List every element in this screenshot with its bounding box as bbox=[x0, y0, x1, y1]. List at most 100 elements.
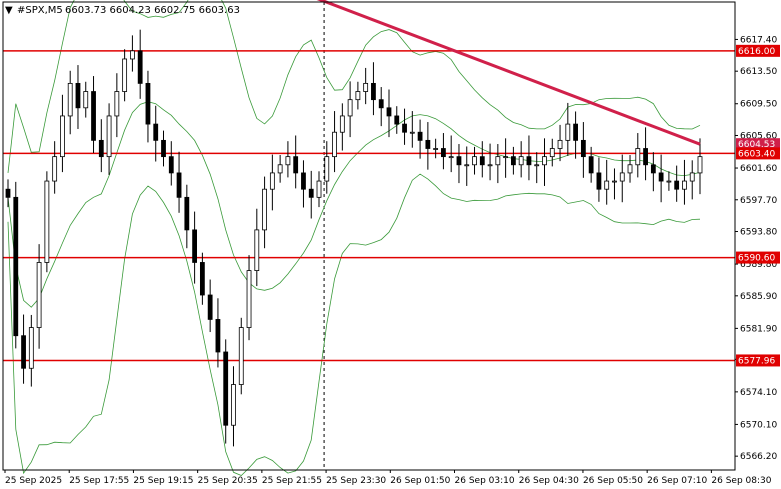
candle-body bbox=[347, 99, 353, 117]
x-tick-label: 25 Sep 2025 bbox=[5, 476, 62, 486]
y-tick-label: 6581.90 bbox=[740, 324, 777, 334]
x-tick-label: 26 Sep 08:30 bbox=[711, 476, 771, 486]
y-tick-label: 6609.50 bbox=[740, 100, 777, 110]
candle-body bbox=[98, 139, 104, 158]
candle-body bbox=[254, 229, 260, 271]
candle-body bbox=[75, 82, 81, 109]
candle-body bbox=[277, 164, 283, 174]
candle-body bbox=[44, 180, 50, 263]
candle-body bbox=[650, 164, 656, 174]
symbol-label: #SPX,M5 bbox=[17, 5, 63, 16]
y-tick-label: 6597.70 bbox=[740, 196, 777, 206]
candle-body bbox=[339, 115, 345, 133]
candle-body bbox=[402, 123, 407, 133]
candle-body bbox=[192, 229, 198, 263]
candle-body bbox=[409, 131, 415, 134]
candle-body bbox=[526, 156, 532, 166]
candle-body bbox=[316, 180, 322, 198]
level-price-tag bbox=[736, 251, 780, 264]
current-price-tag bbox=[736, 147, 780, 160]
y-tick-label: 6613.50 bbox=[740, 67, 777, 77]
candle-body bbox=[137, 50, 143, 84]
candle-body bbox=[588, 156, 594, 174]
candle-body bbox=[176, 172, 182, 198]
candle-body bbox=[666, 180, 672, 183]
candle-body bbox=[456, 156, 462, 166]
level-price-label: 6590.60 bbox=[738, 254, 775, 264]
candle-body bbox=[231, 384, 236, 426]
candle-body bbox=[518, 156, 524, 166]
y-tick-label: 6589.80 bbox=[740, 260, 777, 270]
y-tick-label: 6585.90 bbox=[740, 292, 777, 302]
candle-body bbox=[238, 327, 244, 385]
candle-body bbox=[106, 115, 112, 158]
candle-body bbox=[355, 91, 361, 101]
candle-body bbox=[674, 180, 680, 190]
level-price-label: 6616.00 bbox=[738, 47, 775, 57]
candle-body bbox=[604, 180, 610, 190]
candle-body bbox=[619, 172, 625, 182]
candle-body bbox=[130, 50, 135, 60]
ma-price-tag bbox=[736, 138, 780, 151]
x-tick-label: 26 Sep 01:50 bbox=[390, 476, 450, 486]
candle-body bbox=[122, 58, 128, 92]
candle-body bbox=[184, 196, 190, 231]
candle-body bbox=[417, 131, 423, 141]
candle-body bbox=[378, 99, 384, 109]
x-tick-label: 26 Sep 07:10 bbox=[647, 476, 707, 486]
candle-body bbox=[285, 156, 291, 166]
candle-body bbox=[60, 115, 65, 158]
y-tick-label: 6593.80 bbox=[740, 228, 777, 238]
x-tick-label: 25 Sep 17:55 bbox=[69, 476, 129, 486]
bollinger-lower bbox=[7, 173, 701, 476]
x-tick-label: 26 Sep 05:50 bbox=[583, 476, 643, 486]
candle-body bbox=[495, 156, 501, 166]
candle-body bbox=[472, 156, 477, 166]
candle-body bbox=[534, 164, 540, 167]
candle-body bbox=[83, 91, 89, 109]
candle-body bbox=[262, 188, 267, 231]
candle-body bbox=[199, 262, 205, 296]
candle-body bbox=[91, 91, 96, 141]
chart-header: ▼ #SPX,M5 6603.73 6604.23 6602.75 6603.6… bbox=[5, 5, 240, 16]
x-tick-label: 26 Sep 04:30 bbox=[519, 476, 579, 486]
candle-body bbox=[301, 172, 306, 190]
candle-body bbox=[441, 148, 446, 158]
candle-body bbox=[36, 262, 42, 328]
candle-body bbox=[223, 351, 229, 426]
x-tick-label: 25 Sep 20:35 bbox=[198, 476, 258, 486]
candle-body bbox=[612, 180, 617, 183]
y-tick-label: 6570.10 bbox=[740, 420, 777, 430]
candle-body bbox=[363, 82, 369, 92]
candle-body bbox=[52, 156, 58, 182]
candle-body bbox=[487, 164, 493, 167]
y-tick-label: 6605.60 bbox=[740, 131, 777, 141]
collapse-arrow-icon[interactable]: ▼ bbox=[5, 5, 13, 16]
candle-body bbox=[394, 115, 400, 125]
candle-body bbox=[371, 82, 376, 101]
candle-body bbox=[67, 82, 73, 117]
y-tick-label: 6566.20 bbox=[740, 452, 777, 462]
candle-body bbox=[643, 148, 648, 166]
candle-body bbox=[573, 123, 578, 141]
candle-body bbox=[565, 123, 571, 141]
y-tick-label: 6617.40 bbox=[740, 35, 777, 45]
candle-body bbox=[13, 196, 19, 337]
candle-body bbox=[557, 139, 563, 149]
ma-price-label: 6604.53 bbox=[738, 140, 775, 150]
candle-body bbox=[161, 139, 166, 158]
candle-body bbox=[308, 188, 314, 198]
candle-body bbox=[689, 172, 695, 182]
x-tick-label: 25 Sep 23:30 bbox=[326, 476, 386, 486]
plot-frame bbox=[2, 1, 736, 471]
candle-body bbox=[386, 107, 392, 117]
candle-body bbox=[635, 148, 641, 166]
ohlc-readout: 6603.73 6604.23 6602.75 6603.63 bbox=[65, 5, 240, 16]
candles bbox=[5, 29, 703, 447]
candle-body bbox=[114, 91, 120, 117]
candle-body bbox=[269, 172, 275, 190]
candle-body bbox=[145, 82, 151, 125]
candle-body bbox=[448, 156, 454, 159]
